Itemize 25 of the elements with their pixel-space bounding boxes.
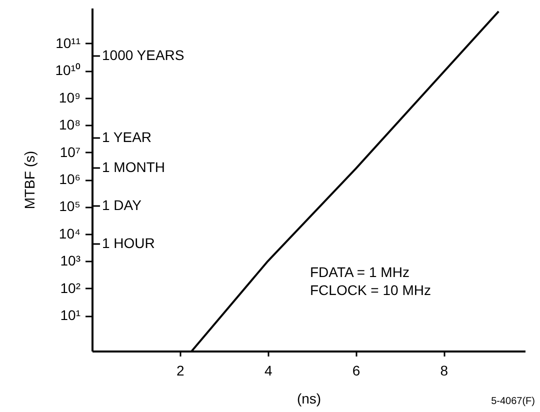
- x-axis-title: (ns): [296, 390, 322, 406]
- annotation: 1 DAY: [102, 197, 142, 213]
- y-tick-label: 10⁶: [59, 171, 80, 187]
- y-tick-label: 10²: [60, 280, 81, 296]
- y-axis-title: MTBF (s): [21, 150, 38, 210]
- annotation: 1000 YEARS: [102, 47, 184, 63]
- x-tick-label: 6: [352, 362, 360, 378]
- y-tick-label: 10³: [60, 252, 81, 269]
- y-tick-label: 10⁴: [58, 225, 80, 242]
- y-tick-label: 10⁷: [60, 144, 80, 160]
- y-tick-label: 10⁵: [59, 198, 80, 214]
- y-tick-label: 10¹¹: [56, 34, 81, 51]
- annotation: 1 YEAR: [102, 129, 152, 145]
- annotation: 1 HOUR: [102, 235, 155, 251]
- x-tick-label: 4: [264, 362, 272, 378]
- annotation: FDATA = 1 MHz: [310, 264, 410, 280]
- x-tick-label: 2: [176, 362, 185, 378]
- text: 5-4067(F): [491, 396, 535, 407]
- annotation: 1 MONTH: [102, 159, 165, 175]
- y-tick-label: 10⁸: [59, 116, 81, 133]
- x-tick-label: 8: [440, 362, 448, 378]
- annotation: FCLOCK = 10 MHz: [310, 282, 431, 298]
- y-tick-label: 10¹: [60, 307, 81, 324]
- y-tick-label: 10¹⁰: [55, 62, 80, 78]
- y-tick-label: 10⁹: [58, 89, 80, 106]
